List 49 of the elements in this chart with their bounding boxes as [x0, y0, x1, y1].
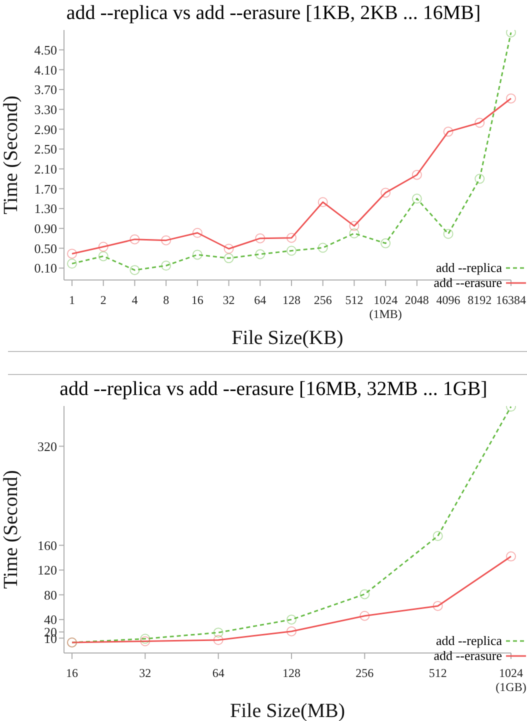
legend-label: add --replica [436, 260, 502, 275]
chart-title: add --replica vs add --erasure [1KB, 2KB ... 16MB] [65, 1, 482, 26]
x-tick-label: 256 [356, 666, 374, 680]
y-tick-label: 160 [38, 538, 57, 553]
x-tick-label: 2 [100, 293, 106, 307]
legend-label: add --replica [436, 633, 502, 648]
y-tick-label: 2.10 [34, 162, 57, 177]
x-tick-label: 4096 [436, 293, 460, 307]
y-tick-label: 1.30 [34, 201, 57, 216]
y-tick-label: 80 [44, 587, 57, 602]
x-tick-label: 64 [212, 666, 224, 680]
y-axis-title: Time (Second) [0, 470, 22, 589]
legend-label: add --erasure [434, 275, 502, 290]
x-tick-label: 16 [66, 666, 78, 680]
x-tick-label: 1 [69, 293, 75, 307]
x-tick-label: 64 [254, 293, 266, 307]
x-tick-label: 256 [314, 293, 332, 307]
y-tick-label: 4.10 [34, 62, 57, 78]
y-tick-label: 0.10 [34, 260, 57, 276]
y-tick-label: 2.90 [34, 122, 57, 137]
y-tick-label: 4.50 [34, 42, 57, 58]
x-axis-title: File Size(KB) [232, 327, 344, 349]
x-axis-title: File Size(MB) [230, 700, 345, 721]
y-tick-label: 3.30 [34, 102, 57, 117]
x-tick-label: 128 [282, 666, 300, 680]
x-tick-label: 2048 [404, 293, 429, 307]
x-tick-label: 1024 (1MB) [369, 293, 402, 321]
x-tick-label: 32 [139, 666, 152, 680]
x-tick-label: 16 [191, 293, 204, 307]
legend-label: add --erasure [434, 648, 502, 663]
x-tick-label: 32 [222, 293, 235, 307]
y-tick-label: 320 [38, 438, 57, 454]
y-tick-label: 3.70 [34, 82, 57, 98]
y-tick-label: 120 [38, 562, 57, 578]
x-tick-label: 128 [282, 293, 300, 307]
y-tick-label: 0.90 [34, 221, 57, 236]
y-tick-label: 40 [44, 612, 57, 628]
x-tick-label: 8192 [468, 293, 492, 307]
y-tick-label: 1.70 [34, 181, 57, 196]
x-tick-label: 8 [163, 293, 170, 307]
x-tick-label: 512 [428, 666, 447, 680]
x-tick-label: 16384 [496, 293, 526, 307]
y-tick-label: 0.50 [34, 240, 57, 256]
x-tick-label: 1024 (1GB) [496, 666, 526, 694]
y-tick-label: 2.50 [34, 142, 57, 157]
x-tick-label: 4 [132, 293, 138, 307]
x-tick-label: 512 [345, 293, 364, 307]
chart-title: add --replica vs add --erasure [16MB, 32MB ... 1GB] [58, 377, 488, 402]
y-axis-title: Time (Second) [0, 96, 22, 214]
